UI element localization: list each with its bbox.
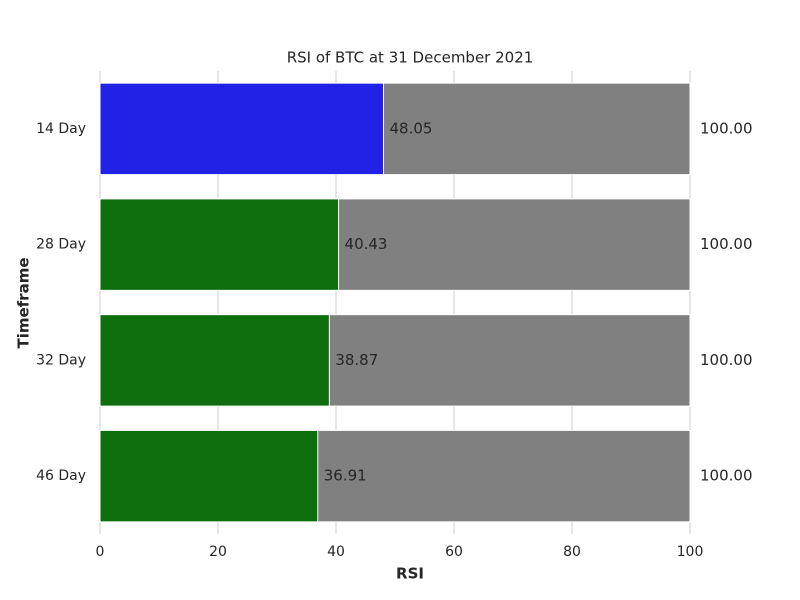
x-tick-label: 20 bbox=[209, 544, 227, 560]
value-label: 100.00 bbox=[700, 467, 753, 485]
x-tick-label: 40 bbox=[327, 544, 345, 560]
value-label: 100.00 bbox=[700, 119, 753, 137]
value-label: 100.00 bbox=[700, 235, 753, 253]
x-axis-title: RSI bbox=[396, 565, 424, 583]
x-tick-label: 80 bbox=[563, 544, 581, 560]
value-label: 40.43 bbox=[345, 235, 388, 253]
bar bbox=[99, 314, 330, 407]
y-tick-label: 32 Day bbox=[36, 352, 86, 368]
x-tick-label: 100 bbox=[677, 544, 704, 560]
y-tick-label: 14 Day bbox=[36, 121, 86, 137]
bar bbox=[99, 198, 340, 291]
bar bbox=[99, 429, 319, 523]
value-label: 36.91 bbox=[324, 467, 367, 485]
value-label: 38.87 bbox=[335, 351, 378, 369]
y-tick-label: 46 Day bbox=[36, 468, 86, 484]
chart-title: RSI of BTC at 31 December 2021 bbox=[287, 49, 534, 67]
y-axis-title: Timeframe bbox=[15, 257, 33, 348]
value-label: 100.00 bbox=[700, 351, 753, 369]
x-tick-label: 60 bbox=[445, 544, 463, 560]
value-label: 48.05 bbox=[389, 119, 432, 137]
bar bbox=[99, 82, 384, 176]
y-tick-label: 28 Day bbox=[36, 237, 86, 253]
x-tick-label: 0 bbox=[96, 544, 105, 560]
